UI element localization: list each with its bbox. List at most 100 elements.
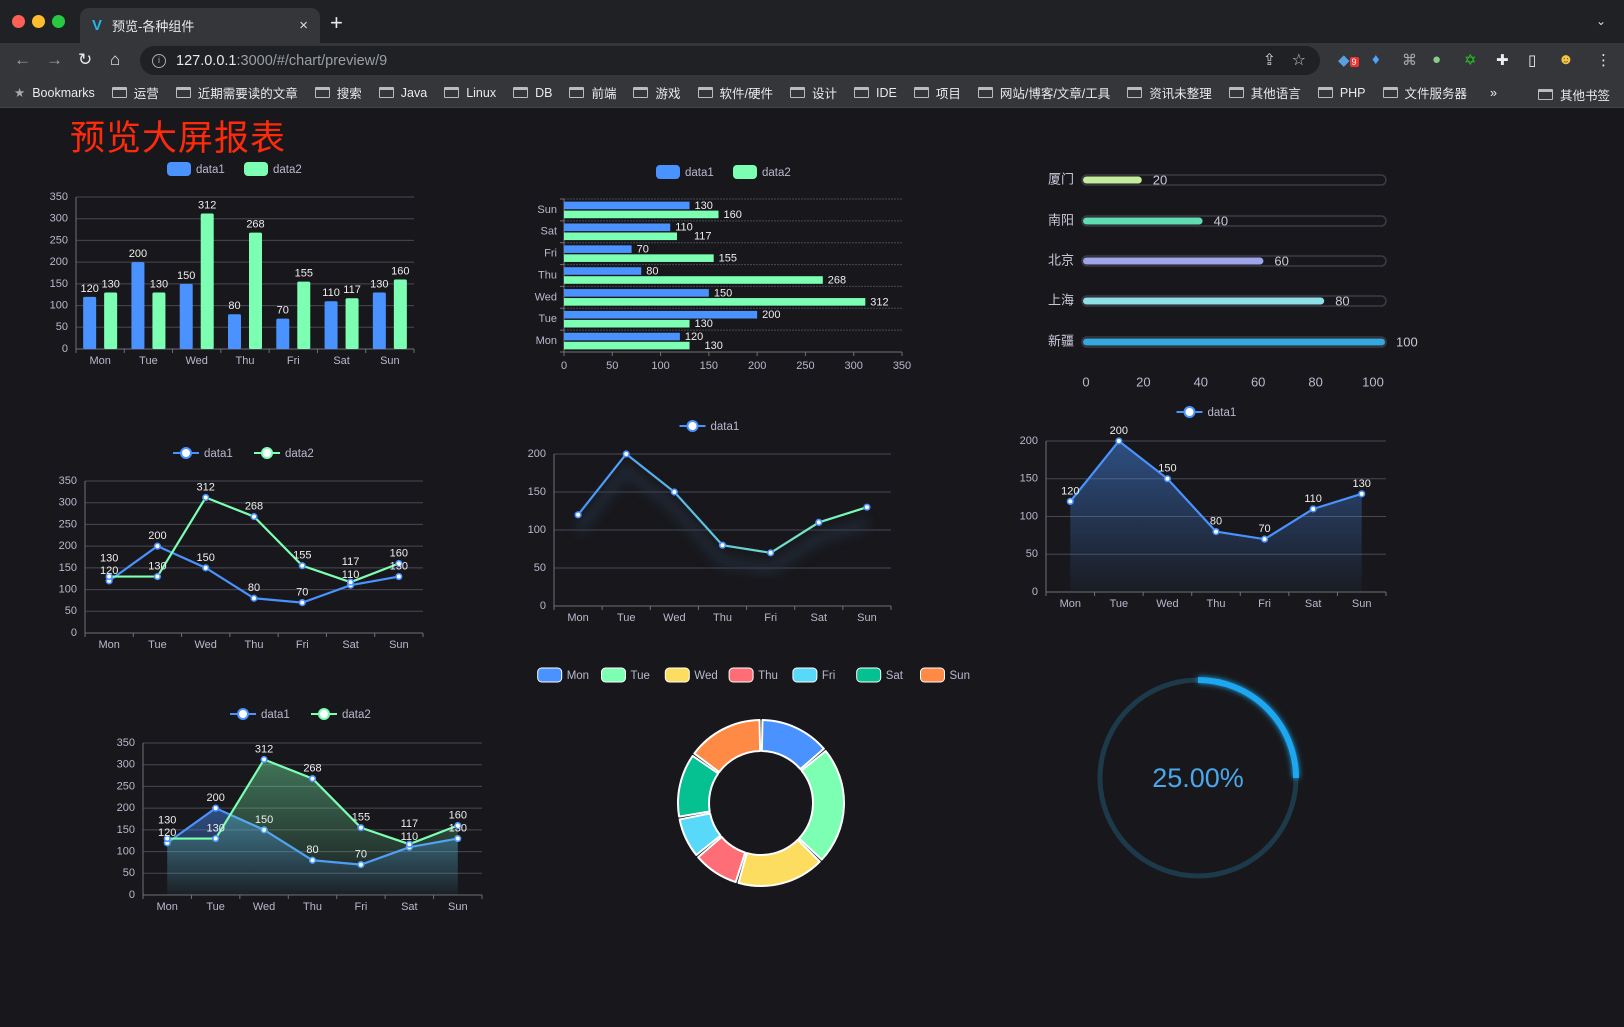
legend-item-data2[interactable]: data2: [733, 165, 791, 179]
bookmark-folder[interactable]: 搜索: [314, 83, 362, 102]
bar-data2: [564, 298, 866, 306]
point-value-label: 200: [148, 530, 166, 542]
legend-item-data1[interactable]: data1: [230, 708, 290, 721]
minimize-window-button[interactable]: [32, 15, 45, 28]
legend-item-data1[interactable]: data1: [167, 162, 225, 176]
reload-icon[interactable]: ↻: [78, 50, 93, 69]
legend-item-data1[interactable]: data1: [173, 447, 233, 460]
legend-item-data1[interactable]: data1: [656, 165, 714, 179]
area-chart: data1 data2 0 50 100 150 200 250 300 350 Mon Tue Wed…: [117, 708, 483, 913]
puzzle-extensions-icon[interactable]: ✚: [1496, 52, 1509, 69]
bookmark-folder[interactable]: 游戏: [633, 83, 681, 102]
legend-item-data1[interactable]: data1: [1176, 406, 1237, 419]
forward-icon[interactable]: →: [46, 50, 63, 69]
bookmark-folder[interactable]: 前端: [569, 83, 616, 102]
donut-slice-mon: [760, 719, 825, 771]
bookmark-folder[interactable]: IDE: [854, 83, 897, 102]
bookmarks-button[interactable]: ★ Bookmarks: [14, 85, 95, 101]
star-extension-icon[interactable]: ✡: [1464, 52, 1477, 69]
share-icon[interactable]: ⇪: [1262, 52, 1276, 69]
x-tick-label: Mon: [567, 612, 588, 624]
page-title: 预览大屏报表: [70, 119, 287, 158]
bar-value-label: 130: [705, 340, 723, 352]
point-value-label: 120: [158, 827, 176, 839]
profile-avatar[interactable]: ☻: [1558, 51, 1574, 68]
extension-icon[interactable]: ◆ 9: [1338, 52, 1359, 69]
back-icon[interactable]: ←: [14, 50, 31, 69]
new-tab-button[interactable]: +: [330, 10, 343, 35]
data-point-marker: [405, 840, 413, 848]
bar-value-label: 268: [828, 274, 846, 286]
point-value-label: 70: [296, 587, 308, 599]
menu-icon[interactable]: ⋮: [1596, 52, 1611, 69]
legend-item-data2[interactable]: data2: [244, 162, 302, 176]
bookmark-folder[interactable]: 设计: [789, 83, 837, 102]
point-value-label: 120: [100, 565, 118, 577]
other-bookmarks-folder[interactable]: 其他书签: [1537, 85, 1610, 104]
legend-item-data1[interactable]: data1: [679, 420, 740, 433]
y-tick-label: 200: [50, 256, 68, 268]
home-icon[interactable]: ⌂: [110, 50, 121, 69]
legend-item-fri[interactable]: Fri: [792, 667, 835, 683]
legend-item-sun[interactable]: Sun: [920, 667, 970, 683]
side-panel-icon[interactable]: ▯: [1528, 52, 1537, 69]
green-dot-extension-icon[interactable]: ●: [1432, 51, 1442, 68]
bookmark-folder[interactable]: Linux: [444, 83, 496, 102]
y-tick-label: Thu: [538, 269, 557, 281]
browser-tab[interactable]: V 预览-各种组件 ×: [80, 8, 320, 43]
x-tick-label: Fri: [764, 612, 777, 624]
folder-icon: [314, 87, 330, 98]
bookmark-folder[interactable]: 文件服务器: [1382, 83, 1467, 102]
tab-search-chevron-icon[interactable]: ⌄: [1595, 14, 1606, 28]
close-window-button[interactable]: [12, 15, 25, 28]
site-info-icon[interactable]: i: [152, 53, 166, 68]
legend-item-thu[interactable]: Thu: [728, 667, 778, 683]
y-tick-label: 100: [117, 845, 135, 857]
maximize-window-button[interactable]: [52, 15, 65, 28]
progress-track: [1081, 174, 1387, 186]
more-bookmarks-button[interactable]: »: [1490, 85, 1497, 100]
bookmark-folder[interactable]: 近期需要读的文章: [175, 83, 298, 102]
bookmark-folder[interactable]: PHP: [1317, 83, 1366, 102]
bar-data2: [393, 279, 407, 349]
bar-value-label: 130: [101, 278, 119, 290]
x-tick-label: 250: [796, 360, 814, 372]
address-bar[interactable]: i 127.0.0.1 :3000/#/chart/preview/9 ⇪ ☆: [140, 46, 1320, 75]
legend-label: data1: [685, 167, 714, 179]
bookmark-folder[interactable]: 其他语言: [1228, 83, 1301, 102]
data-point-marker: [767, 549, 775, 557]
legend-item-mon[interactable]: Mon: [537, 667, 589, 683]
bookmark-folder[interactable]: Java: [378, 83, 427, 102]
folder-icon: [175, 87, 191, 98]
legend-label: data2: [273, 164, 302, 176]
command-extension-icon[interactable]: ⌘: [1402, 52, 1417, 69]
legend-item-sat[interactable]: Sat: [856, 667, 904, 683]
data-point-marker: [863, 503, 871, 511]
x-tick-label: Sun: [389, 639, 409, 651]
bar-data1: [564, 245, 632, 253]
legend-label: data1: [261, 709, 290, 721]
progress-label: 南阳: [1048, 212, 1074, 227]
bookmark-folder[interactable]: 软件/硬件: [697, 83, 773, 102]
legend-item-tue[interactable]: Tue: [601, 667, 650, 683]
legend-item-data2[interactable]: data2: [254, 447, 314, 460]
point-value-label: 150: [197, 552, 215, 564]
bookmark-label: 前端: [591, 87, 617, 101]
legend-item-data2[interactable]: data2: [311, 708, 371, 721]
tab-close-button[interactable]: ×: [299, 17, 308, 34]
bar-value-label: 200: [129, 248, 147, 260]
legend-item-wed[interactable]: Wed: [664, 667, 718, 683]
bookmark-folder[interactable]: 资讯未整理: [1127, 83, 1212, 102]
data-point-marker: [346, 578, 355, 586]
data-point-marker: [260, 755, 268, 764]
bookmark-star-icon[interactable]: ☆: [1291, 52, 1306, 69]
gem-extension-icon[interactable]: ♦: [1372, 51, 1380, 68]
bookmark-folder[interactable]: 运营: [111, 83, 159, 102]
bookmark-label: 资讯未整理: [1149, 87, 1212, 101]
bookmark-folder[interactable]: DB: [513, 83, 552, 102]
data-point-marker: [718, 541, 727, 549]
bookmark-folder[interactable]: 项目: [913, 83, 961, 102]
bar-data1: [83, 296, 97, 349]
bookmark-folder[interactable]: 网站/博客/文章/工具: [977, 83, 1110, 102]
y-tick-label: 250: [59, 518, 77, 530]
